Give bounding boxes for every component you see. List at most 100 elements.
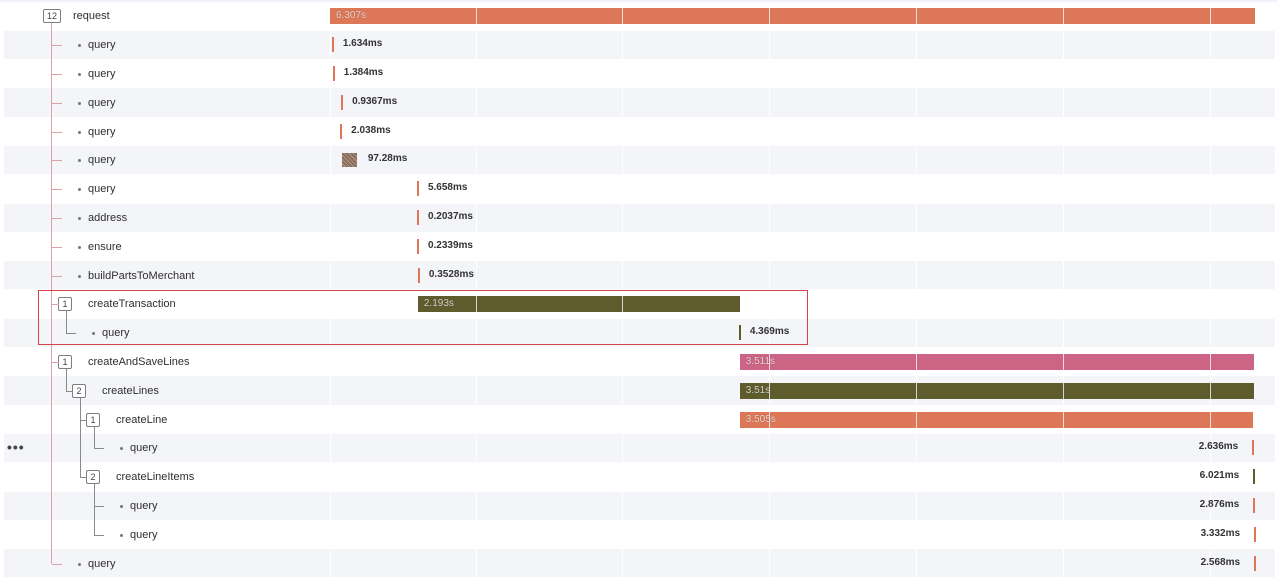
timeline-gridline <box>769 290 770 319</box>
span-duration-tick[interactable] <box>417 267 420 283</box>
span-row[interactable] <box>4 146 1275 175</box>
span-name[interactable]: query <box>130 528 158 541</box>
span-duration-tick[interactable] <box>1254 526 1257 542</box>
top-rule <box>0 0 1277 2</box>
timeline-gridline <box>916 491 917 520</box>
span-duration-tick[interactable] <box>416 238 419 254</box>
span-duration-label: 0.2037ms <box>427 211 473 222</box>
leaf-dot-icon <box>78 188 81 192</box>
span-duration-bar[interactable] <box>342 153 357 168</box>
span-duration-bar[interactable]: 3.511s <box>739 354 1255 370</box>
span-name[interactable]: createAndSaveLines <box>88 356 190 368</box>
span-row[interactable] <box>4 462 1275 492</box>
timeline-gridline <box>476 318 477 348</box>
bar-gridline <box>768 411 770 428</box>
span-name[interactable]: createLine <box>116 413 168 426</box>
bar-gridline <box>916 8 917 25</box>
span-duration-bar[interactable]: 3.51s <box>739 382 1255 399</box>
span-duration-bar[interactable]: 2.193s <box>417 296 740 313</box>
span-duration-tick[interactable] <box>341 94 344 110</box>
expand-toggle[interactable]: 2 <box>86 470 100 485</box>
timeline-gridline <box>622 405 623 434</box>
span-name[interactable]: createLineItems <box>116 471 195 484</box>
span-name[interactable]: query <box>88 68 116 80</box>
span-row[interactable] <box>4 203 1275 232</box>
span-duration-tick[interactable] <box>340 123 343 139</box>
timeline-gridline <box>622 232 623 261</box>
span-name[interactable]: buildPartsToMerchant <box>88 269 195 282</box>
more-options-button[interactable]: ••• <box>7 439 25 455</box>
span-name[interactable]: query <box>88 39 116 52</box>
span-row[interactable] <box>4 520 1275 549</box>
span-name[interactable]: createLines <box>102 384 159 397</box>
span-name[interactable]: query <box>102 327 130 340</box>
bar-gridline <box>915 411 917 428</box>
span-row[interactable] <box>4 117 1275 146</box>
span-duration-tick[interactable] <box>1254 555 1257 571</box>
timeline-gridline <box>622 174 623 204</box>
bar-gridline <box>1062 411 1064 428</box>
span-name[interactable]: query <box>88 125 116 138</box>
expand-toggle[interactable]: 2 <box>72 383 86 398</box>
span-duration-label: 5.658ms <box>427 182 468 194</box>
span-duration-tick[interactable] <box>738 325 741 341</box>
timeline-gridline <box>476 232 477 261</box>
span-name[interactable]: query <box>88 154 116 167</box>
span-name[interactable]: query <box>130 442 158 455</box>
span-name[interactable]: query <box>130 500 158 512</box>
timeline-gridline <box>476 30 477 60</box>
leaf-dot-icon <box>78 130 81 134</box>
leaf-dot-icon <box>78 245 81 249</box>
expand-toggle[interactable]: 12 <box>43 9 62 24</box>
timeline-gridline <box>916 549 917 578</box>
timeline-gridline <box>330 549 331 578</box>
span-duration-label: 0.9367ms <box>352 95 398 107</box>
span-name[interactable]: address <box>88 212 128 224</box>
span-row[interactable] <box>4 232 1275 261</box>
span-row[interactable] <box>4 318 1275 348</box>
bar-gridline <box>768 382 770 399</box>
span-row[interactable] <box>4 88 1275 117</box>
timeline-gridline <box>330 88 331 117</box>
span-name[interactable]: query <box>88 96 116 109</box>
tree-connector <box>80 397 81 478</box>
span-name[interactable]: createTransaction <box>88 298 176 311</box>
span-row[interactable] <box>4 59 1275 88</box>
span-duration-tick[interactable] <box>1253 498 1256 513</box>
span-row[interactable] <box>4 261 1275 290</box>
expand-toggle[interactable]: 1 <box>86 412 100 427</box>
bar-gridline <box>476 296 477 313</box>
span-duration-bar[interactable]: 3.505s <box>739 411 1254 428</box>
span-duration-label: 0.3528ms <box>428 268 474 280</box>
timeline-gridline <box>1063 462 1064 492</box>
span-duration-tick[interactable] <box>416 181 419 197</box>
span-duration-bar[interactable]: 6.307s <box>330 8 1255 25</box>
bar-gridline <box>622 296 623 313</box>
span-row[interactable] <box>4 30 1275 60</box>
span-name[interactable]: query <box>88 183 116 196</box>
span-row[interactable] <box>4 549 1275 578</box>
span-name[interactable]: ensure <box>88 240 122 253</box>
leaf-dot-icon <box>78 562 81 566</box>
span-duration-label: 4.369ms <box>749 326 790 338</box>
expand-toggle[interactable]: 1 <box>58 297 72 312</box>
span-duration-label: 6.307s <box>336 10 367 22</box>
expand-toggle[interactable]: 1 <box>58 355 72 369</box>
span-row[interactable] <box>4 491 1275 520</box>
span-duration-tick[interactable] <box>1253 469 1256 485</box>
timeline-gridline <box>1063 232 1064 261</box>
leaf-dot-icon <box>78 274 81 278</box>
bar-gridline <box>768 354 770 370</box>
span-name[interactable]: request <box>73 10 110 23</box>
tree-connector <box>52 563 62 565</box>
span-name[interactable]: query <box>88 557 116 570</box>
timeline-gridline <box>330 117 331 146</box>
span-row[interactable] <box>4 434 1275 463</box>
span-duration-tick[interactable] <box>1252 440 1255 456</box>
span-row[interactable] <box>4 174 1275 204</box>
span-duration-tick[interactable] <box>416 210 419 225</box>
span-duration-tick[interactable] <box>332 66 335 81</box>
span-duration-tick[interactable] <box>331 37 334 53</box>
timeline-gridline <box>476 549 477 578</box>
timeline-gridline <box>1210 146 1211 175</box>
